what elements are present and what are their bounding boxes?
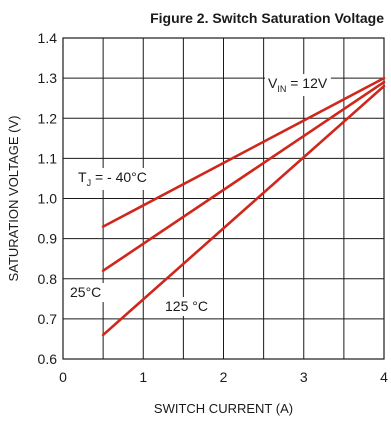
y-tick-label: 0.6 (38, 351, 58, 367)
plot-area-frame (62, 37, 385, 360)
t125-annotation: 125 °C (165, 298, 208, 314)
x-tick-label: 1 (139, 369, 147, 385)
y-tick-label: 0.7 (38, 311, 58, 327)
tj40-annotation-background (75, 168, 150, 190)
t125-annotation-background (162, 297, 211, 316)
x-axis-label: SWITCH CURRENT (A) (154, 401, 293, 416)
x-tick-label: 2 (220, 369, 228, 385)
y-tick-label: 0.8 (38, 271, 58, 287)
series-line-2 (101, 84, 386, 337)
x-tick-label: 4 (380, 369, 388, 385)
y-axis-label: SATURATION VOLTAGE (V) (6, 116, 21, 282)
grid-lines (63, 38, 384, 359)
x-tick-label: 3 (300, 369, 308, 385)
t25-annotation-background (67, 283, 105, 302)
t25-annotation: 25°C (70, 284, 101, 300)
y-tick-labels: 1.4 1.3 1.2 1.1 1.0 0.9 0.8 0.7 0.6 (38, 30, 58, 367)
series-line-1 (101, 80, 386, 273)
x-tick-labels: 0 1 2 3 4 (59, 369, 388, 385)
vin-annotation: VIN = 12V (268, 75, 328, 94)
vin-annotation-subscript: IN (277, 84, 286, 94)
y-tick-label: 1.0 (38, 191, 58, 207)
series-lines (101, 76, 386, 337)
vin-annotation-value: = 12V (286, 75, 328, 91)
tj40-annotation-main: T (78, 169, 87, 185)
y-tick-label: 1.2 (38, 110, 58, 126)
y-tick-label: 0.9 (38, 231, 58, 247)
y-tick-label: 1.4 (38, 30, 58, 46)
tj-minus40-annotation: TJ = - 40°C (78, 169, 147, 188)
vin-annotation-main: V (268, 75, 278, 91)
y-tick-label: 1.1 (38, 150, 58, 166)
tj40-annotation-subscript: J (87, 178, 92, 188)
x-tick-label: 0 (59, 369, 67, 385)
y-tick-label: 1.3 (38, 70, 58, 86)
series-line-0 (101, 76, 386, 228)
tj40-annotation-value: = - 40°C (91, 169, 147, 185)
vin-annotation-background (265, 74, 331, 96)
chart-title: Figure 2. Switch Saturation Voltage (150, 10, 384, 26)
